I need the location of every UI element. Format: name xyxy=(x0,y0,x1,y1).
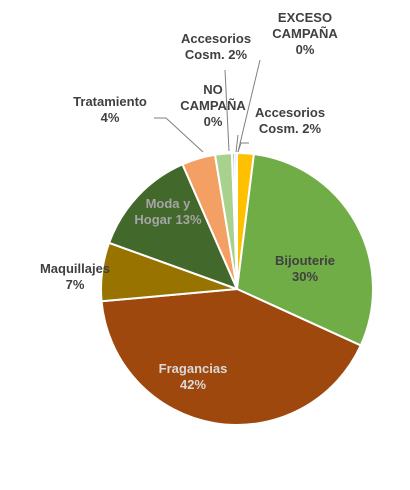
slice-label: EXCESO CAMPAÑA 0% xyxy=(272,10,338,57)
slice-label-line: Bijouterie xyxy=(275,253,335,268)
slice-label-line: Maquillajes xyxy=(40,261,110,276)
slice-label-line: Accesorios xyxy=(255,105,325,120)
slice-label: Bijouterie 30% xyxy=(275,253,335,284)
slice-label: NO CAMPAÑA 0% xyxy=(180,82,246,129)
slice-labels: Accesorios Cosm. 2%Bijouterie 30%Fragancia… xyxy=(40,10,338,392)
slice-label: Moda y Hogar 13% xyxy=(134,196,202,227)
slice-label-line: Tratamiento xyxy=(73,94,147,109)
slice-label-line: Fragancias xyxy=(159,361,228,376)
leader-line xyxy=(237,59,261,153)
slice-label-line: Cosm. 2% xyxy=(185,47,248,62)
slice-label-line: 0% xyxy=(204,114,223,129)
slice-label-line: 7% xyxy=(66,277,85,292)
slice-label: Maquillajes 7% xyxy=(40,261,110,292)
leader-line xyxy=(235,134,239,153)
slice-label-line: CAMPAÑA xyxy=(180,98,246,113)
leader-line xyxy=(224,69,230,152)
slice-label-line: 4% xyxy=(101,110,120,125)
slice-label-line: 30% xyxy=(292,269,318,284)
pie-slice xyxy=(233,151,238,290)
slice-label-line: Cosm. 2% xyxy=(259,121,322,136)
slice-label-line: CAMPAÑA xyxy=(272,26,338,41)
slice-label: Tratamiento 4% xyxy=(73,94,147,125)
slice-label-line: 0% xyxy=(296,42,315,57)
slice-label-line: EXCESO xyxy=(278,10,332,25)
slice-label-line: Moda y xyxy=(146,196,192,211)
leader-lines xyxy=(154,59,261,153)
slice-label-line: Hogar 13% xyxy=(134,212,202,227)
pie-slice xyxy=(236,153,374,347)
slice-label: Accesorios Cosm. 2% xyxy=(181,31,251,62)
slice-label: Fragancias 42% xyxy=(159,361,228,392)
leader-line xyxy=(154,117,204,153)
pie-slices xyxy=(100,151,374,426)
slice-label: Accesorios Cosm. 2% xyxy=(255,105,325,136)
pie-slice xyxy=(108,163,238,290)
slice-label-line: NO xyxy=(203,82,223,97)
slice-label-line: Accesorios xyxy=(181,31,251,46)
slice-label-line: 42% xyxy=(180,377,206,392)
pie-slice xyxy=(100,288,362,426)
